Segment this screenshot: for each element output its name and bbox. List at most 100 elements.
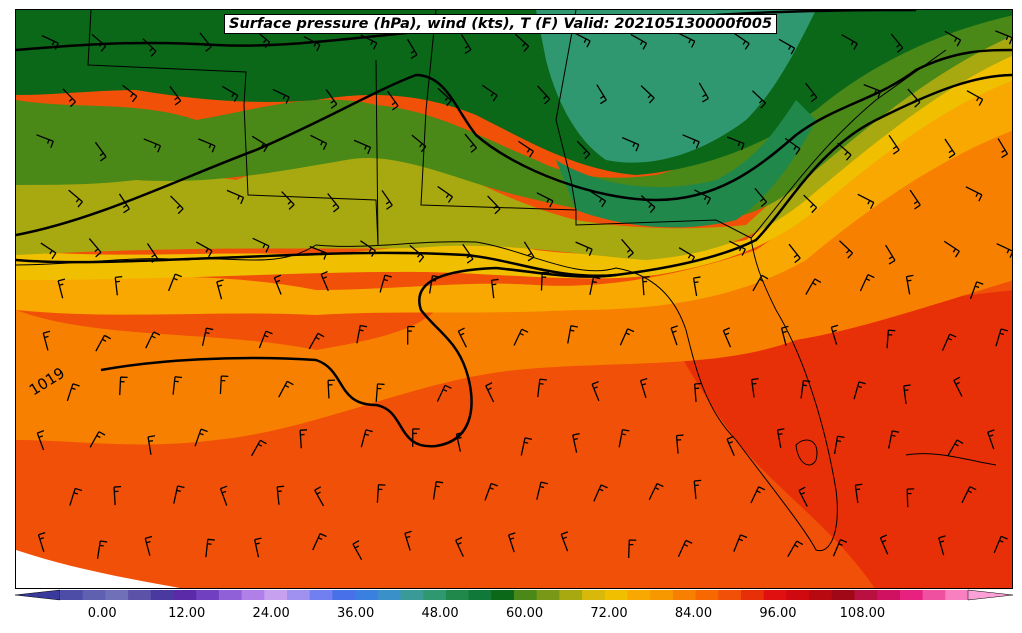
colorbar-segment	[763, 590, 787, 600]
wind-barb	[947, 439, 964, 456]
map-panel	[15, 9, 1013, 589]
wind-barb	[69, 487, 83, 506]
colorbar-tick-label: 96.00	[759, 606, 797, 621]
wind-barb	[353, 139, 372, 155]
wind-barb	[122, 84, 138, 103]
wind-barb	[57, 278, 66, 299]
wind-barb	[168, 273, 182, 292]
colorbar-segment	[287, 590, 311, 600]
wind-barb	[909, 189, 921, 210]
colorbar-tick-label: 12.00	[168, 606, 206, 621]
state-border-ms	[375, 59, 379, 246]
wind-barb	[387, 90, 399, 111]
wind-barb	[993, 535, 1008, 554]
wind-barb	[381, 190, 393, 210]
wind-barb	[170, 195, 184, 215]
wind-barb	[113, 485, 122, 506]
wind-barb	[886, 329, 896, 349]
wind-barb	[258, 330, 273, 349]
wind-barb	[640, 85, 655, 104]
wind-barb	[596, 84, 607, 105]
colorbar-segment	[309, 590, 333, 600]
wind-barb	[618, 428, 630, 448]
colorbar-segment	[650, 590, 674, 600]
colorbar-segment	[196, 590, 220, 600]
colorbar-segment	[491, 590, 515, 600]
wind-barb	[432, 481, 444, 500]
wind-barb	[778, 38, 796, 55]
colorbar-segment	[468, 590, 492, 600]
colorbar-segment	[786, 590, 810, 600]
colorbar-segment	[672, 590, 697, 600]
wind-barb	[412, 428, 420, 447]
wind-barb	[520, 437, 532, 456]
wind-barb	[859, 274, 875, 292]
wind-barb	[987, 429, 995, 450]
wind-barb	[841, 34, 858, 50]
wind-barb	[272, 88, 290, 104]
band-yellow	[16, 51, 1012, 280]
wind-barb	[201, 327, 214, 346]
wind-barb	[327, 379, 336, 399]
wind-barb	[219, 375, 229, 395]
wind-barb	[252, 237, 270, 253]
colorbar-segment	[264, 590, 288, 600]
wind-barb	[969, 281, 984, 299]
wind-barb	[621, 238, 634, 259]
wind-barb	[195, 241, 213, 258]
wind-barb	[752, 274, 769, 292]
band-forest-green	[556, 100, 816, 228]
wind-barb	[966, 90, 984, 106]
colorbar-tick-label: 72.00	[590, 606, 628, 621]
wind-barb	[833, 435, 845, 455]
wind-barb	[854, 483, 863, 504]
band-orange-light	[16, 70, 1012, 315]
wind-barb	[36, 134, 54, 148]
wind-barb	[299, 429, 308, 449]
wind-barb	[485, 382, 495, 403]
colorbar-segment	[105, 590, 129, 600]
colorbar-segment	[695, 590, 719, 600]
wind-barbs	[36, 30, 1012, 561]
no-data-corner	[16, 550, 180, 588]
wind-barb	[89, 431, 106, 448]
wind-barb	[639, 377, 648, 399]
wind-barb	[205, 538, 215, 558]
wind-barb	[276, 485, 285, 505]
wind-barb	[487, 195, 501, 215]
colorbar-segment	[82, 590, 106, 600]
wind-barb	[784, 137, 801, 155]
wind-barb	[219, 485, 228, 506]
colorbar-segment	[423, 590, 447, 600]
wind-barb	[199, 32, 212, 52]
wind-barb	[222, 85, 239, 102]
wind-barb	[518, 140, 534, 158]
wind-barb	[944, 138, 956, 159]
wind-barb	[360, 429, 373, 448]
wind-barb	[675, 434, 684, 454]
wind-barb	[575, 241, 593, 256]
wind-barb	[727, 136, 745, 151]
colorbar-segment	[218, 590, 243, 600]
wind-barb	[356, 324, 368, 344]
wind-barb	[460, 34, 472, 54]
wind-barb	[216, 279, 224, 300]
colorbar-segment	[945, 590, 969, 600]
coastline-gulf-florida	[16, 237, 838, 552]
wind-barb	[722, 327, 732, 348]
state-border-ga	[555, 10, 577, 211]
colorbar-tick-label: 84.00	[674, 606, 713, 621]
political-borders	[16, 10, 997, 552]
wind-barb	[41, 35, 59, 50]
colorbar-segment	[173, 590, 197, 600]
wind-barb	[226, 189, 245, 205]
wind-barb	[536, 481, 548, 500]
coastline-bahamas	[905, 453, 997, 466]
wind-barb	[173, 485, 185, 504]
wind-barb	[314, 486, 325, 507]
wind-barb	[411, 134, 427, 153]
wind-barb	[114, 275, 123, 296]
colorbar-segment	[899, 590, 924, 600]
wind-barb	[303, 36, 321, 52]
wind-barb	[678, 32, 696, 48]
